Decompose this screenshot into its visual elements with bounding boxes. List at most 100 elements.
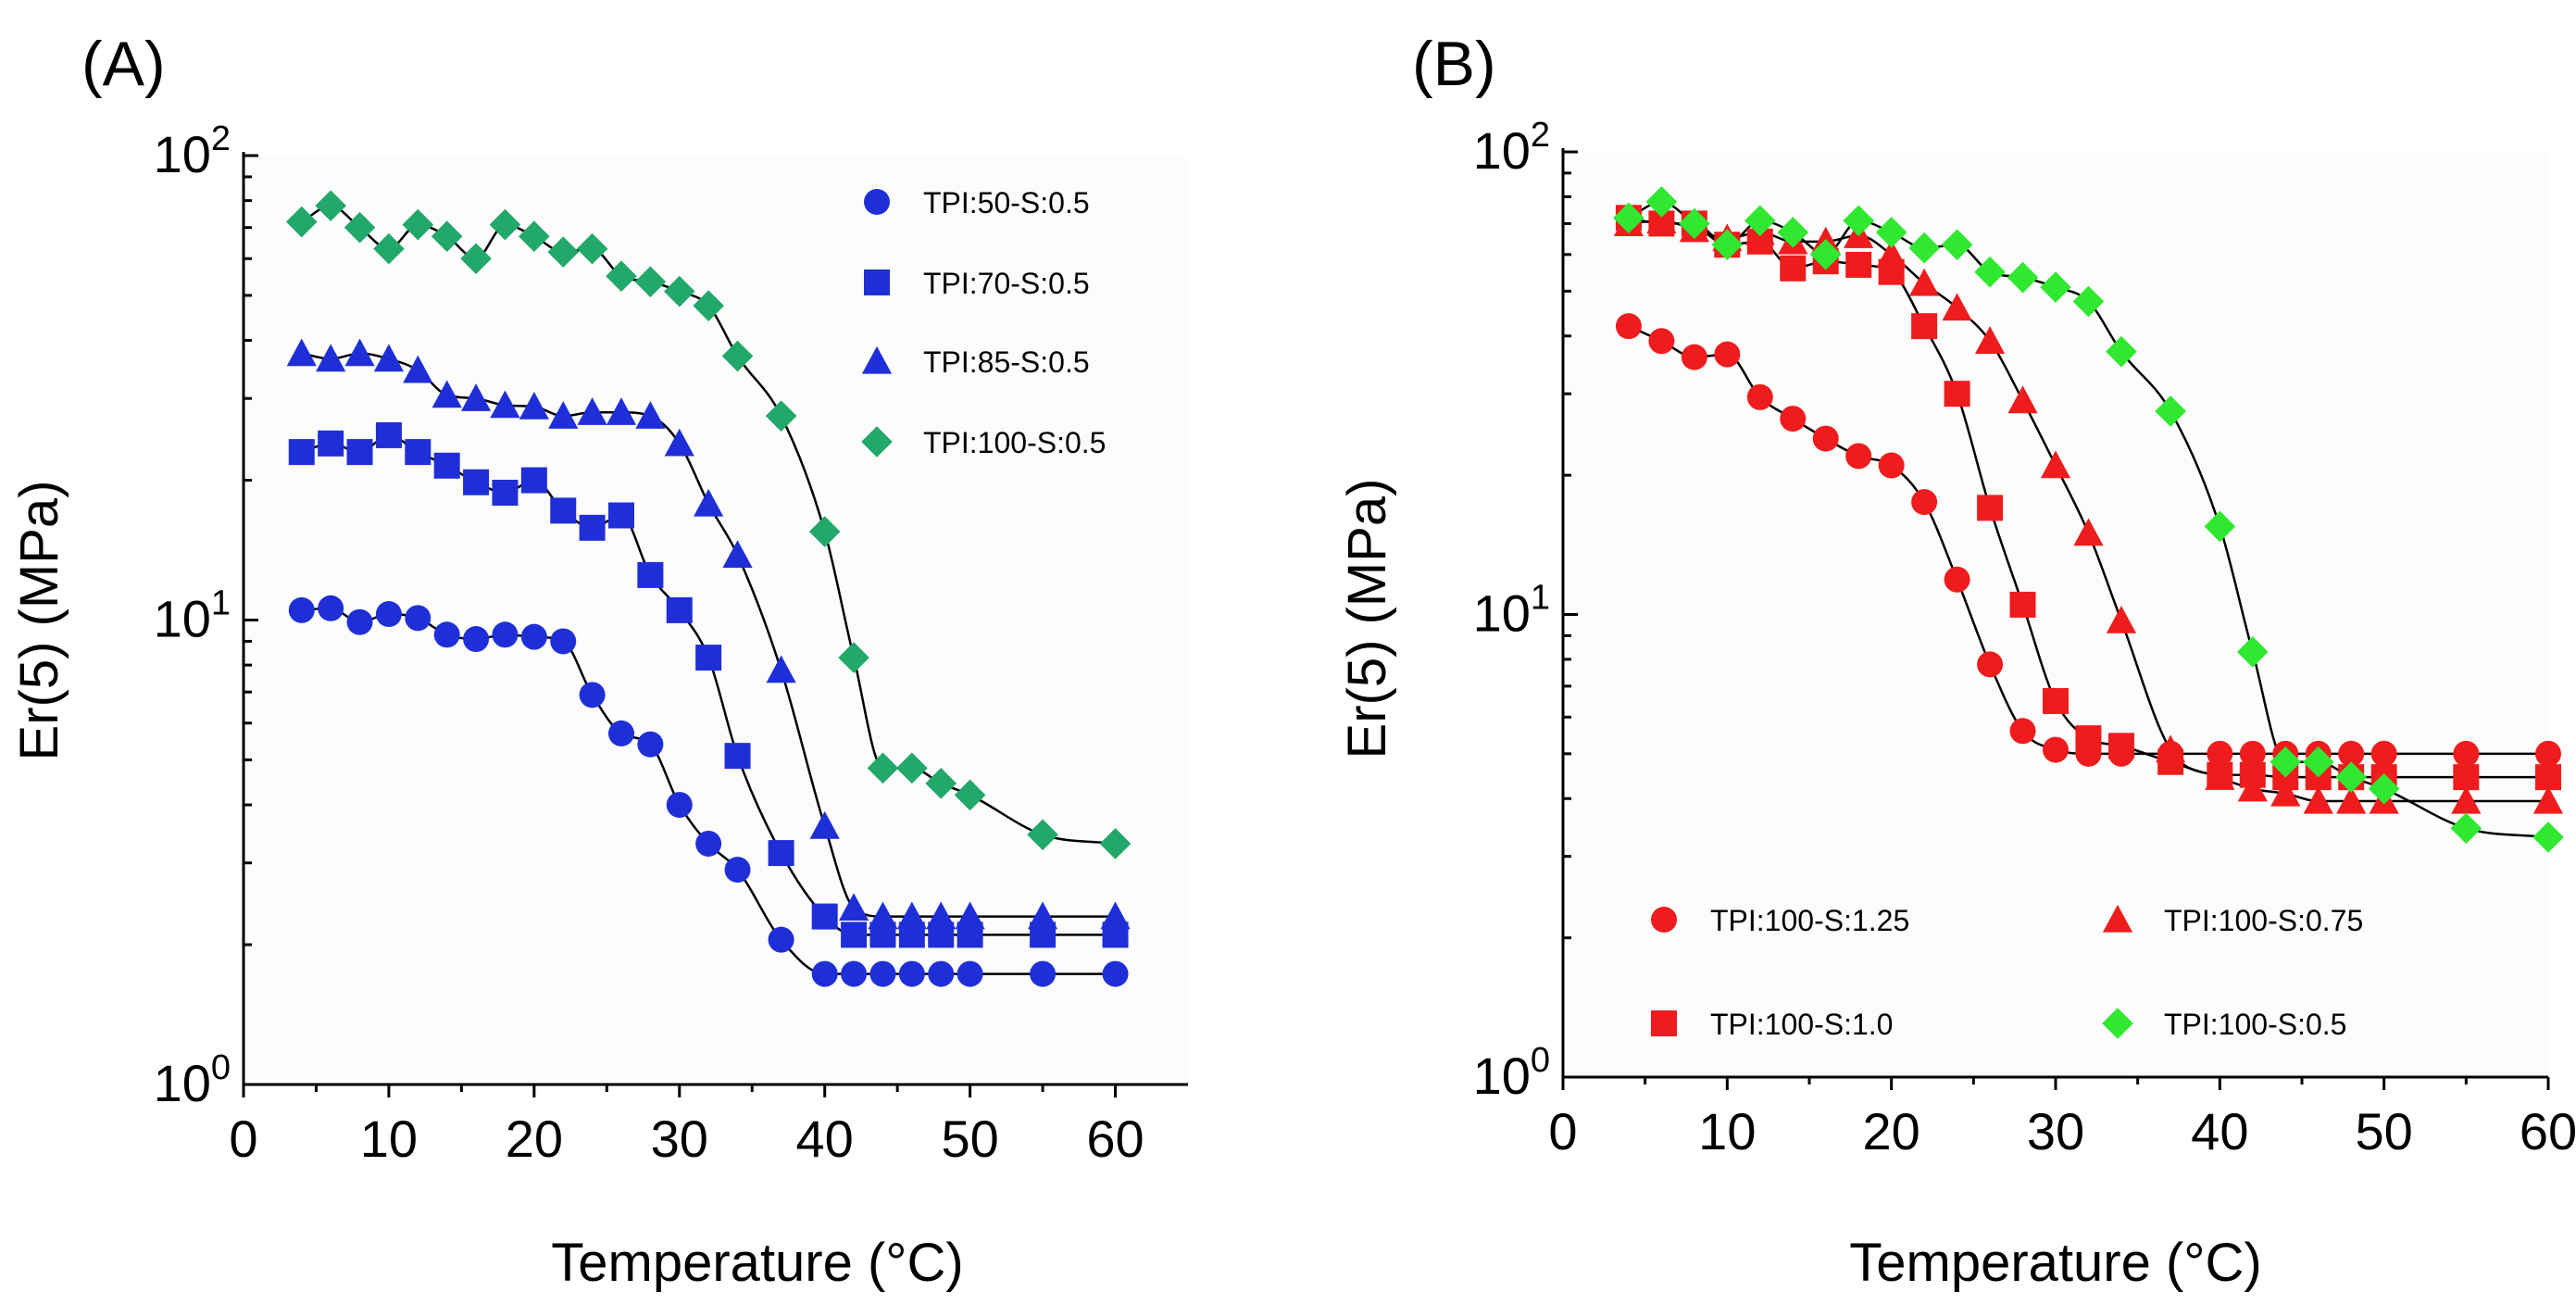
data-point-tpi-100-s-0-75 <box>2336 785 2367 814</box>
data-point-tpi-100-s-0-5 <box>1613 202 1644 234</box>
data-point-tpi-100-s-1-25 <box>2009 718 2036 745</box>
data-point-tpi-100-s-0-75 <box>2106 606 2137 633</box>
data-point-tpi-100-s-1-25 <box>2207 740 2233 767</box>
data-point-tpi-100-s-0-5 <box>896 752 928 784</box>
data-point-tpi-100-s-1-25 <box>1845 443 1872 470</box>
y-tick-label: 101 <box>1473 579 1550 643</box>
y-tick-label: 101 <box>154 584 231 648</box>
data-point-tpi-100-s-0-5 <box>2072 285 2105 318</box>
data-point-tpi-100-s-1-25 <box>1746 383 1773 410</box>
data-point-tpi-100-s-0-5 <box>344 211 376 244</box>
data-point-tpi-100-s-1-0 <box>2453 764 2480 791</box>
panel-label-b: (B) <box>1412 29 1496 99</box>
y-tick-label: 100 <box>154 1048 231 1112</box>
data-point-tpi-70-s-0-5 <box>405 439 431 466</box>
data-point-tpi-100-s-0-75 <box>2007 385 2038 414</box>
data-point-tpi-100-s-1-0 <box>2043 687 2069 714</box>
data-point-tpi-85-s-0-5 <box>896 901 927 930</box>
data-point-tpi-70-s-0-5 <box>637 561 664 588</box>
x-tick-label: 0 <box>1548 1102 1577 1160</box>
data-point-tpi-100-s-0-5 <box>2106 335 2137 368</box>
legend-label-tpi-100-s-0-5: TPI:100-S:0.5 <box>923 426 1106 459</box>
data-point-tpi-100-s-1-25 <box>1780 406 1807 433</box>
x-tick-label: 40 <box>2191 1102 2248 1160</box>
data-point-tpi-100-s-0-5 <box>1744 205 1776 237</box>
data-point-tpi-100-s-0-75 <box>2040 450 2071 479</box>
data-point-tpi-100-s-0-5 <box>2368 772 2400 805</box>
data-point-tpi-70-s-0-5 <box>433 452 460 479</box>
data-point-tpi-100-s-0-5 <box>285 206 318 238</box>
legend-marker-tpi-50-s-0-5 <box>864 189 890 215</box>
data-point-tpi-100-s-0-5 <box>576 232 608 265</box>
data-point-tpi-100-s-0-5 <box>431 220 463 253</box>
legend-item-tpi-85-s-0-5: TPI:85-S:0.5 <box>861 345 1090 379</box>
data-point-tpi-70-s-0-5 <box>550 497 577 524</box>
data-point-tpi-100-s-1-0 <box>2107 733 2134 759</box>
data-point-tpi-50-s-0-5 <box>637 731 664 758</box>
data-point-tpi-70-s-0-5 <box>375 421 402 448</box>
data-point-tpi-100-s-0-5 <box>606 260 637 293</box>
data-point-tpi-100-s-1-25 <box>1681 344 1707 370</box>
data-point-tpi-100-s-0-5 <box>721 340 754 372</box>
legend-item-tpi-100-s-0-75: TPI:100-S:0.75 <box>2102 904 2363 937</box>
data-point-tpi-100-s-1-25 <box>2453 740 2480 767</box>
x-tick-label: 20 <box>506 1110 563 1168</box>
data-point-tpi-100-s-0-75 <box>2451 785 2482 814</box>
data-point-tpi-100-s-0-5 <box>1711 229 1744 261</box>
data-point-tpi-100-s-0-5 <box>1908 232 1940 264</box>
data-point-tpi-70-s-0-5 <box>520 467 547 494</box>
data-point-tpi-100-s-0-75 <box>1942 293 1972 321</box>
data-point-tpi-70-s-0-5 <box>318 430 344 457</box>
x-tick-label: 10 <box>360 1110 418 1168</box>
data-point-tpi-100-s-0-5 <box>1875 217 1907 248</box>
data-point-tpi-100-s-0-5 <box>925 768 957 799</box>
data-point-tpi-50-s-0-5 <box>405 605 431 632</box>
data-point-tpi-100-s-1-0 <box>1845 251 1872 278</box>
data-point-tpi-85-s-0-5 <box>868 901 898 930</box>
data-point-tpi-100-s-0-5 <box>2155 395 2186 427</box>
data-point-tpi-100-s-0-5 <box>2302 746 2334 778</box>
x-tick-label: 60 <box>2520 1102 2576 1160</box>
data-point-tpi-70-s-0-5 <box>841 922 868 948</box>
data-point-tpi-100-s-0-5 <box>2007 261 2039 294</box>
legend-label-tpi-100-s-1-0: TPI:100-S:1.0 <box>1710 1008 1893 1041</box>
data-point-tpi-100-s-0-5 <box>1099 828 1132 859</box>
data-point-tpi-100-s-0-5 <box>373 232 405 265</box>
data-point-tpi-70-s-0-5 <box>579 514 606 541</box>
data-point-tpi-100-s-1-25 <box>1648 328 1675 355</box>
data-point-tpi-85-s-0-5 <box>809 810 840 839</box>
x-axis-a: 0 10 20 30 40 50 60 <box>229 1083 1188 1168</box>
data-point-tpi-100-s-0-5 <box>2270 746 2302 778</box>
data-point-tpi-85-s-0-5 <box>766 655 796 683</box>
legend-item-tpi-100-s-0-5: TPI:100-S:0.5 <box>861 426 1106 459</box>
data-point-tpi-50-s-0-5 <box>1102 960 1129 987</box>
y-axis-title-a: Er(5) (MPa) <box>9 481 69 761</box>
legend-marker-tpi-100-s-1-25 <box>1651 907 1677 933</box>
y-axis-a: 100 101 102 <box>154 119 258 1112</box>
y-axis-b: 100 101 102 <box>1473 116 1578 1105</box>
data-point-tpi-100-s-0-5 <box>2040 271 2071 303</box>
data-point-tpi-100-s-0-5 <box>1974 256 2006 288</box>
legend-label-tpi-85-s-0-5: TPI:85-S:0.5 <box>923 345 1090 379</box>
data-point-tpi-100-s-0-75 <box>1876 239 1907 268</box>
data-point-tpi-50-s-0-5 <box>841 960 868 987</box>
data-point-tpi-100-s-0-5 <box>1645 186 1678 218</box>
data-point-tpi-100-s-0-75 <box>2303 785 2333 814</box>
data-point-tpi-100-s-0-5 <box>2237 636 2269 668</box>
data-point-tpi-70-s-0-5 <box>695 645 722 671</box>
data-point-tpi-70-s-0-5 <box>724 743 751 770</box>
data-point-tpi-85-s-0-5 <box>1027 901 1058 930</box>
data-point-tpi-85-s-0-5 <box>722 540 753 569</box>
x-axis-title-a: Temperature (°C) <box>551 1233 963 1293</box>
data-point-tpi-50-s-0-5 <box>288 596 315 623</box>
legend-marker-tpi-85-s-0-5 <box>861 345 893 374</box>
data-point-tpi-100-s-0-75 <box>2270 778 2301 807</box>
data-point-tpi-50-s-0-5 <box>811 960 838 987</box>
data-point-tpi-100-s-1-0 <box>2009 591 2036 618</box>
data-point-tpi-50-s-0-5 <box>579 682 606 708</box>
data-point-tpi-100-s-0-5 <box>1941 229 1973 261</box>
data-point-tpi-70-s-0-5 <box>346 439 373 466</box>
data-point-tpi-100-s-0-75 <box>2532 785 2564 814</box>
data-point-tpi-50-s-0-5 <box>869 960 896 987</box>
data-point-tpi-100-s-0-5 <box>808 516 841 547</box>
